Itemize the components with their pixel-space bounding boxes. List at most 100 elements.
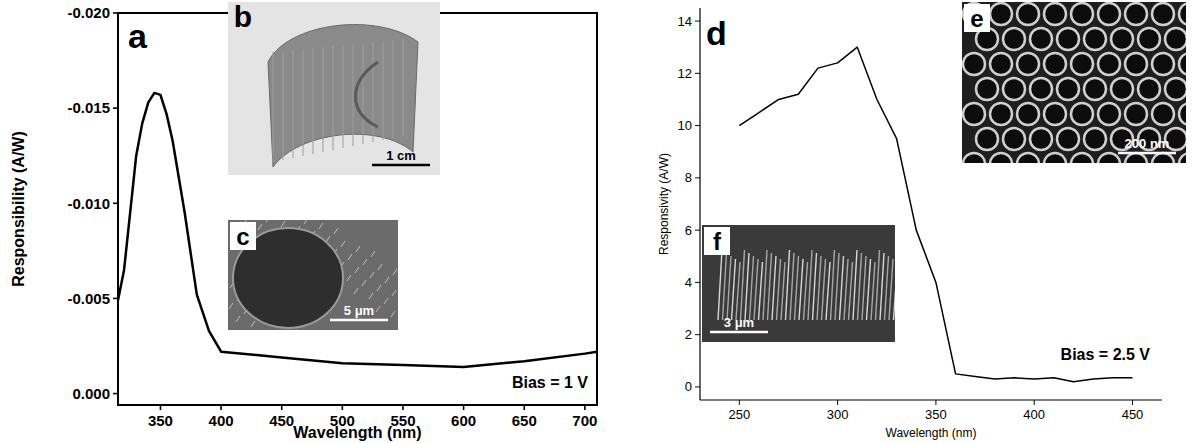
inset-image <box>702 225 895 342</box>
x-tick <box>220 405 222 410</box>
inset-letter: f <box>713 228 722 255</box>
sem-pore <box>1044 153 1066 163</box>
sem-pore <box>1179 153 1186 163</box>
x-tick <box>160 405 162 410</box>
sem-wire <box>251 321 255 327</box>
scale-bar <box>330 319 388 322</box>
mesh-line <box>373 42 374 142</box>
sem-tube <box>817 256 821 320</box>
sem-wire <box>363 259 367 265</box>
y-tick-label: -0.010 <box>67 195 110 212</box>
sem-tube <box>732 259 736 320</box>
sem-wire <box>355 267 359 273</box>
sem-wire <box>341 241 345 247</box>
x-tick <box>935 400 936 405</box>
x-tick <box>402 405 404 410</box>
mesh-line <box>333 46 334 150</box>
sem-pore <box>1017 53 1039 75</box>
panel-letter: d <box>706 14 727 52</box>
sem-wire <box>334 228 338 234</box>
mesh-fold <box>356 62 379 127</box>
y-tick-label: 10 <box>678 118 692 133</box>
sem-wire <box>378 264 382 270</box>
sem-pore <box>1017 153 1039 163</box>
sem-pore <box>990 53 1012 75</box>
sem-tube <box>885 256 889 320</box>
sem-pore <box>1152 153 1174 163</box>
y-tick-label: -0.015 <box>67 99 110 116</box>
inset-image <box>228 220 398 330</box>
x-tick-label: 700 <box>572 412 597 429</box>
sem-wire <box>393 269 397 275</box>
sem-wire <box>391 311 395 317</box>
x-tick <box>463 405 465 410</box>
sem-pore <box>1098 3 1120 25</box>
y-tick-label: 14 <box>678 14 692 29</box>
sem-wire <box>266 220 270 222</box>
scale-bar <box>1118 152 1176 155</box>
sem-pore <box>963 53 985 75</box>
x-tick-label: 250 <box>728 407 750 422</box>
y-tick <box>695 386 700 387</box>
sem-wire <box>377 285 381 291</box>
x-tick-label: 450 <box>269 412 294 429</box>
inset-letter-box <box>230 222 256 250</box>
sem-tube <box>822 259 826 320</box>
x-tick <box>523 405 525 410</box>
mesh-line <box>403 39 404 136</box>
y-axis-line <box>699 8 700 400</box>
sem-pore <box>990 3 1012 25</box>
scale-bar <box>372 164 430 167</box>
sem-tube <box>723 253 727 320</box>
scale-bar-label: 5 μm <box>344 303 374 318</box>
sem-background <box>702 225 895 342</box>
sem-background <box>228 220 398 330</box>
y-tick-label: 6 <box>685 223 692 238</box>
sem-pore <box>1084 28 1106 50</box>
y-tick <box>113 298 118 300</box>
sem-pore <box>963 103 985 125</box>
plot-area <box>118 93 597 367</box>
panel: 25030035040045002468101214Wavelength (nm… <box>657 2 1193 440</box>
y-tick-label: 12 <box>678 66 692 81</box>
sem-tube <box>795 256 799 320</box>
sem-pore <box>1111 28 1133 50</box>
x-tick-label: 350 <box>925 407 947 422</box>
sem-pore <box>1017 103 1039 125</box>
sem-tube <box>835 253 839 320</box>
sem-pore <box>1030 28 1052 50</box>
sem-tube <box>862 256 866 320</box>
sem-tube <box>777 259 781 320</box>
sem-background <box>962 2 1186 163</box>
sem-tube <box>849 262 853 320</box>
sem-wire <box>385 277 389 283</box>
photo-background <box>228 2 440 175</box>
plot-frame <box>118 13 597 405</box>
y-tick <box>113 393 118 395</box>
sem-tube <box>754 259 758 320</box>
x-tick <box>1132 400 1133 405</box>
sem-tube <box>880 253 884 320</box>
sem-pore <box>1098 153 1120 163</box>
sem-tube <box>727 256 731 320</box>
mesh-line <box>273 52 274 162</box>
sem-pore <box>1071 3 1093 25</box>
x-tick <box>837 400 838 405</box>
sem-wire <box>347 275 351 281</box>
inset-letter: c <box>236 223 249 250</box>
sem-pore <box>1057 28 1079 50</box>
sem-pore <box>1003 28 1025 50</box>
inset-image <box>962 2 1186 163</box>
sem-pore <box>1003 128 1025 150</box>
sem-wire <box>362 280 366 286</box>
y-tick <box>113 12 118 14</box>
mesh-line <box>293 50 294 158</box>
sem-pore <box>1138 78 1160 100</box>
sem-pore <box>1071 153 1093 163</box>
sem-pore <box>1057 128 1079 150</box>
sem-wire <box>348 254 352 260</box>
y-tick-label: 0 <box>685 379 692 394</box>
sem-wire <box>281 221 285 227</box>
sem-pore <box>1084 78 1106 100</box>
mesh-line <box>353 44 354 146</box>
